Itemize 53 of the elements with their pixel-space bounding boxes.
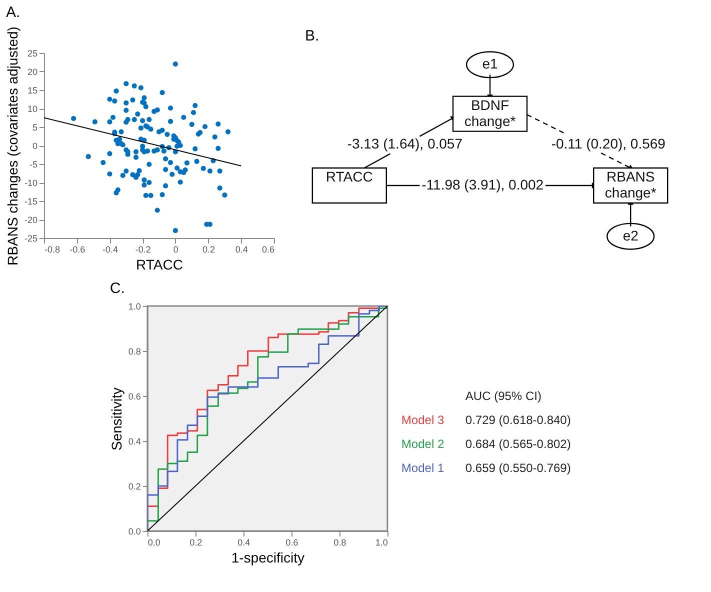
y-tick-label: -10 bbox=[24, 178, 38, 188]
x-tick-label: -0.2 bbox=[135, 244, 151, 254]
x-tick-label: 0.0 bbox=[148, 538, 160, 548]
text: e2 bbox=[622, 227, 639, 244]
x-tick-label: -0.8 bbox=[44, 244, 60, 254]
x-tick-label: 0.2 bbox=[190, 538, 202, 548]
y-tick-label: 0.2 bbox=[128, 482, 141, 492]
y-tick-label: 20 bbox=[27, 67, 38, 77]
text: Model 1 bbox=[401, 461, 444, 475]
x-tick-label: 0.2 bbox=[202, 244, 216, 254]
y-axis-title: RBANS changes (covariates adjusted) bbox=[4, 26, 20, 266]
x-tick-label: -0.4 bbox=[102, 244, 118, 254]
text: B. bbox=[305, 27, 320, 44]
text: 0.659 (0.550-0.769) bbox=[465, 461, 571, 475]
text: -11.98 (3.91), 0.002 bbox=[422, 176, 544, 192]
x-tick-label: 1.0 bbox=[375, 538, 388, 548]
x-tick-label: -0.6 bbox=[70, 244, 86, 254]
chart-title: A. bbox=[6, 4, 20, 22]
y-tick-label: -20 bbox=[24, 215, 38, 225]
chart-title: C. bbox=[110, 280, 125, 297]
y-tick-label: 0 bbox=[32, 141, 38, 151]
text: RBANS change* bbox=[604, 168, 657, 200]
y-tick-label: 10 bbox=[27, 104, 38, 114]
text: BDNF change* bbox=[464, 96, 516, 129]
text: RTACC bbox=[326, 168, 373, 184]
x-tick-label: 0.6 bbox=[286, 538, 298, 548]
text: Model 2 bbox=[401, 437, 444, 451]
text: 0.684 (0.565-0.802) bbox=[465, 437, 571, 451]
y-tick-label: 25 bbox=[27, 48, 38, 58]
y-axis-title: Sensitivity bbox=[108, 387, 124, 451]
x-tick-label: 0.4 bbox=[235, 244, 248, 254]
y-tick-label: -15 bbox=[24, 196, 38, 206]
y-tick-label: 0.4 bbox=[128, 436, 141, 446]
y-tick-label: 15 bbox=[27, 86, 38, 96]
x-tick-label: 0.6 bbox=[262, 244, 274, 254]
y-tick-label: 0.6 bbox=[128, 392, 141, 402]
x-tick-label: 0.4 bbox=[238, 538, 250, 548]
y-tick-label: 5 bbox=[32, 122, 38, 132]
text: e1 bbox=[482, 56, 498, 72]
x-axis-title: 1-specificity bbox=[231, 550, 304, 566]
y-tick-label: 0.8 bbox=[128, 346, 141, 356]
x-axis-title: RTACC bbox=[136, 256, 183, 272]
y-tick-label: 1.0 bbox=[128, 302, 141, 312]
text: -3.13 (1.64), 0.057 bbox=[347, 136, 463, 152]
y-tick-label: -5 bbox=[29, 160, 38, 170]
text: -0.11 (0.20), 0.569 bbox=[551, 136, 666, 152]
y-tick-label: -25 bbox=[24, 234, 38, 244]
text: 0.729 (0.618-0.840) bbox=[465, 413, 571, 427]
x-tick-label: 0 bbox=[173, 244, 178, 254]
text: Model 3 bbox=[401, 413, 444, 427]
x-tick-label: 0.8 bbox=[334, 538, 346, 548]
legend-title: AUC (95% CI) bbox=[465, 389, 542, 403]
y-tick-label: 0.0 bbox=[128, 526, 141, 536]
